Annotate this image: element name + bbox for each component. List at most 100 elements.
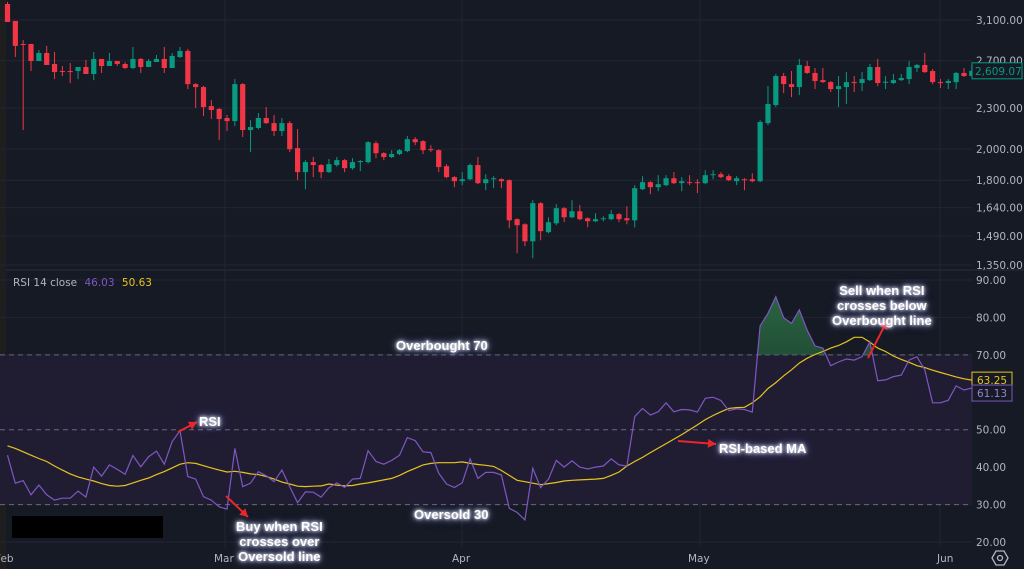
candle-body	[639, 182, 646, 190]
candle	[138, 57, 144, 73]
rsi-legend[interactable]: RSI 14 close 46.03 50.63	[13, 277, 156, 289]
rsi-last-badge	[971, 384, 1013, 402]
buy-note-line: crosses over	[239, 534, 320, 549]
candle-body	[522, 224, 528, 242]
candle	[600, 216, 606, 222]
rsi-axis-label: 50.00	[976, 425, 1006, 437]
candle-body	[953, 72, 959, 83]
candle-body	[357, 161, 363, 163]
candle	[741, 178, 748, 191]
candle-body	[451, 177, 457, 182]
candle	[851, 76, 857, 93]
candle	[161, 46, 167, 73]
candle	[569, 200, 575, 219]
candle-body	[765, 104, 771, 124]
rsi-ma-line	[7, 336, 972, 488]
candle-body	[530, 203, 536, 242]
candle	[200, 85, 207, 117]
price-axis-label: 3,100.00	[976, 15, 1023, 27]
candle-body	[835, 86, 842, 90]
candle-body	[208, 106, 214, 111]
rsi-axis-label: 80.00	[976, 312, 1006, 324]
candle-body	[757, 122, 763, 182]
candle	[585, 217, 591, 228]
candle	[647, 181, 653, 195]
candle	[67, 63, 73, 84]
settings-icon[interactable]	[991, 550, 1009, 566]
candle	[106, 52, 113, 66]
candle	[796, 58, 802, 96]
candle-body	[310, 162, 316, 166]
candle	[490, 176, 497, 189]
price-axis-label: 1,490.00	[976, 231, 1023, 243]
candle-body	[428, 149, 434, 151]
candle	[114, 61, 120, 66]
candle-body	[702, 175, 708, 184]
candle	[882, 76, 889, 90]
candle	[530, 200, 536, 259]
price-axis-label: 1,800.00	[976, 175, 1023, 187]
candle	[734, 176, 740, 186]
rsi-pane	[6, 295, 972, 522]
candle	[694, 179, 701, 194]
candle-body	[867, 67, 873, 81]
candle	[553, 204, 559, 226]
candle-body	[36, 52, 42, 62]
ma-legend-value: 50.63	[121, 277, 152, 289]
candle-body	[498, 179, 505, 182]
rsi-label: RSI	[199, 414, 221, 429]
candle-body	[98, 58, 105, 66]
rsi-last-label: 61.13	[977, 388, 1007, 400]
ma-last-label: 63.25	[977, 375, 1007, 387]
candle	[663, 175, 669, 187]
buy-note-line: Oversold line	[238, 549, 321, 564]
candle-body	[255, 118, 261, 128]
candle-body	[443, 166, 450, 178]
time-axis-label: May	[688, 553, 710, 565]
price-axis-label: 2,000.00	[976, 144, 1023, 156]
rsi-arrow-icon	[177, 421, 198, 433]
candle	[451, 176, 457, 188]
candle-body	[506, 180, 512, 221]
price-axis-label: 1,640.00	[976, 203, 1023, 215]
candle	[169, 52, 175, 69]
buy-note-line: Buy when RSI	[236, 519, 323, 534]
buy-note: Buy when RSI crosses over Oversold line	[236, 519, 323, 564]
rsi-axis-label: 90.00	[976, 275, 1006, 287]
candle-body	[20, 43, 26, 45]
candle-body	[694, 182, 701, 184]
candle-body	[914, 65, 920, 69]
candle	[671, 172, 677, 185]
candle	[937, 79, 944, 89]
candle-body	[961, 72, 967, 77]
candle	[506, 179, 512, 229]
candle	[255, 113, 261, 130]
candle	[757, 120, 763, 183]
candle-body	[44, 52, 50, 66]
left-edge	[0, 0, 6, 569]
candle	[216, 107, 222, 141]
candle	[655, 175, 661, 192]
candle-body	[475, 165, 481, 184]
candle-body	[671, 178, 677, 184]
candle-body	[561, 208, 567, 218]
candle-body	[781, 76, 787, 85]
candle	[632, 185, 638, 228]
candle-body	[12, 20, 18, 46]
candle-body	[483, 179, 489, 184]
candle-body	[91, 58, 97, 74]
candle-body	[882, 81, 889, 83]
candle	[890, 73, 897, 85]
candle-body	[106, 61, 113, 66]
candle	[412, 137, 418, 146]
candle-body	[247, 127, 254, 131]
candle-body	[396, 150, 403, 155]
candle	[75, 67, 81, 80]
candle-body	[749, 179, 755, 182]
candle	[820, 68, 826, 84]
candle-body	[828, 82, 834, 90]
candle	[906, 61, 912, 85]
candle-body	[240, 84, 246, 131]
candle	[357, 160, 363, 172]
